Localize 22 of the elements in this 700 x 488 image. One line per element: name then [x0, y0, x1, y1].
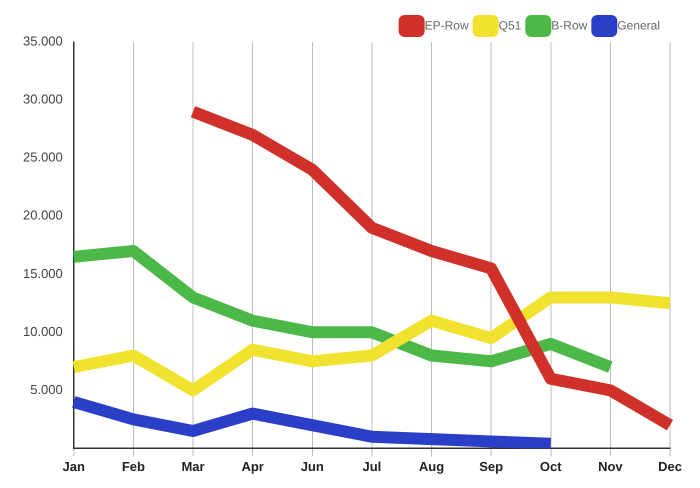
y-tick-label: 10.000 — [22, 324, 63, 339]
x-tick-label: Feb — [122, 458, 145, 474]
y-tick-label: 5.000 — [30, 382, 63, 397]
x-tick-label: Jul — [362, 458, 382, 474]
legend-label: General — [617, 18, 660, 32]
x-tick-label: Aug — [418, 458, 444, 474]
y-tick-label: 20.000 — [22, 208, 63, 223]
y-tick-label: 25.000 — [22, 150, 63, 165]
x-tick-label: Jan — [62, 458, 86, 474]
y-tick-label: 30.000 — [22, 92, 63, 107]
y-tick-label: 15.000 — [22, 266, 63, 281]
x-tick-label: Apr — [241, 458, 264, 474]
legend-label: B-Row — [551, 18, 588, 32]
legend-label: EP-Row — [424, 18, 469, 32]
legend-label: Q51 — [498, 18, 522, 32]
x-tick-label: Nov — [598, 458, 624, 474]
x-tick-label: Dec — [658, 458, 682, 474]
x-tick-label: Sep — [479, 458, 504, 474]
x-tick-label: Oct — [540, 458, 562, 474]
y-tick-label: 35.000 — [22, 34, 63, 49]
x-tick-label: Jun — [300, 458, 324, 474]
x-tick-label: Mar — [181, 458, 205, 474]
